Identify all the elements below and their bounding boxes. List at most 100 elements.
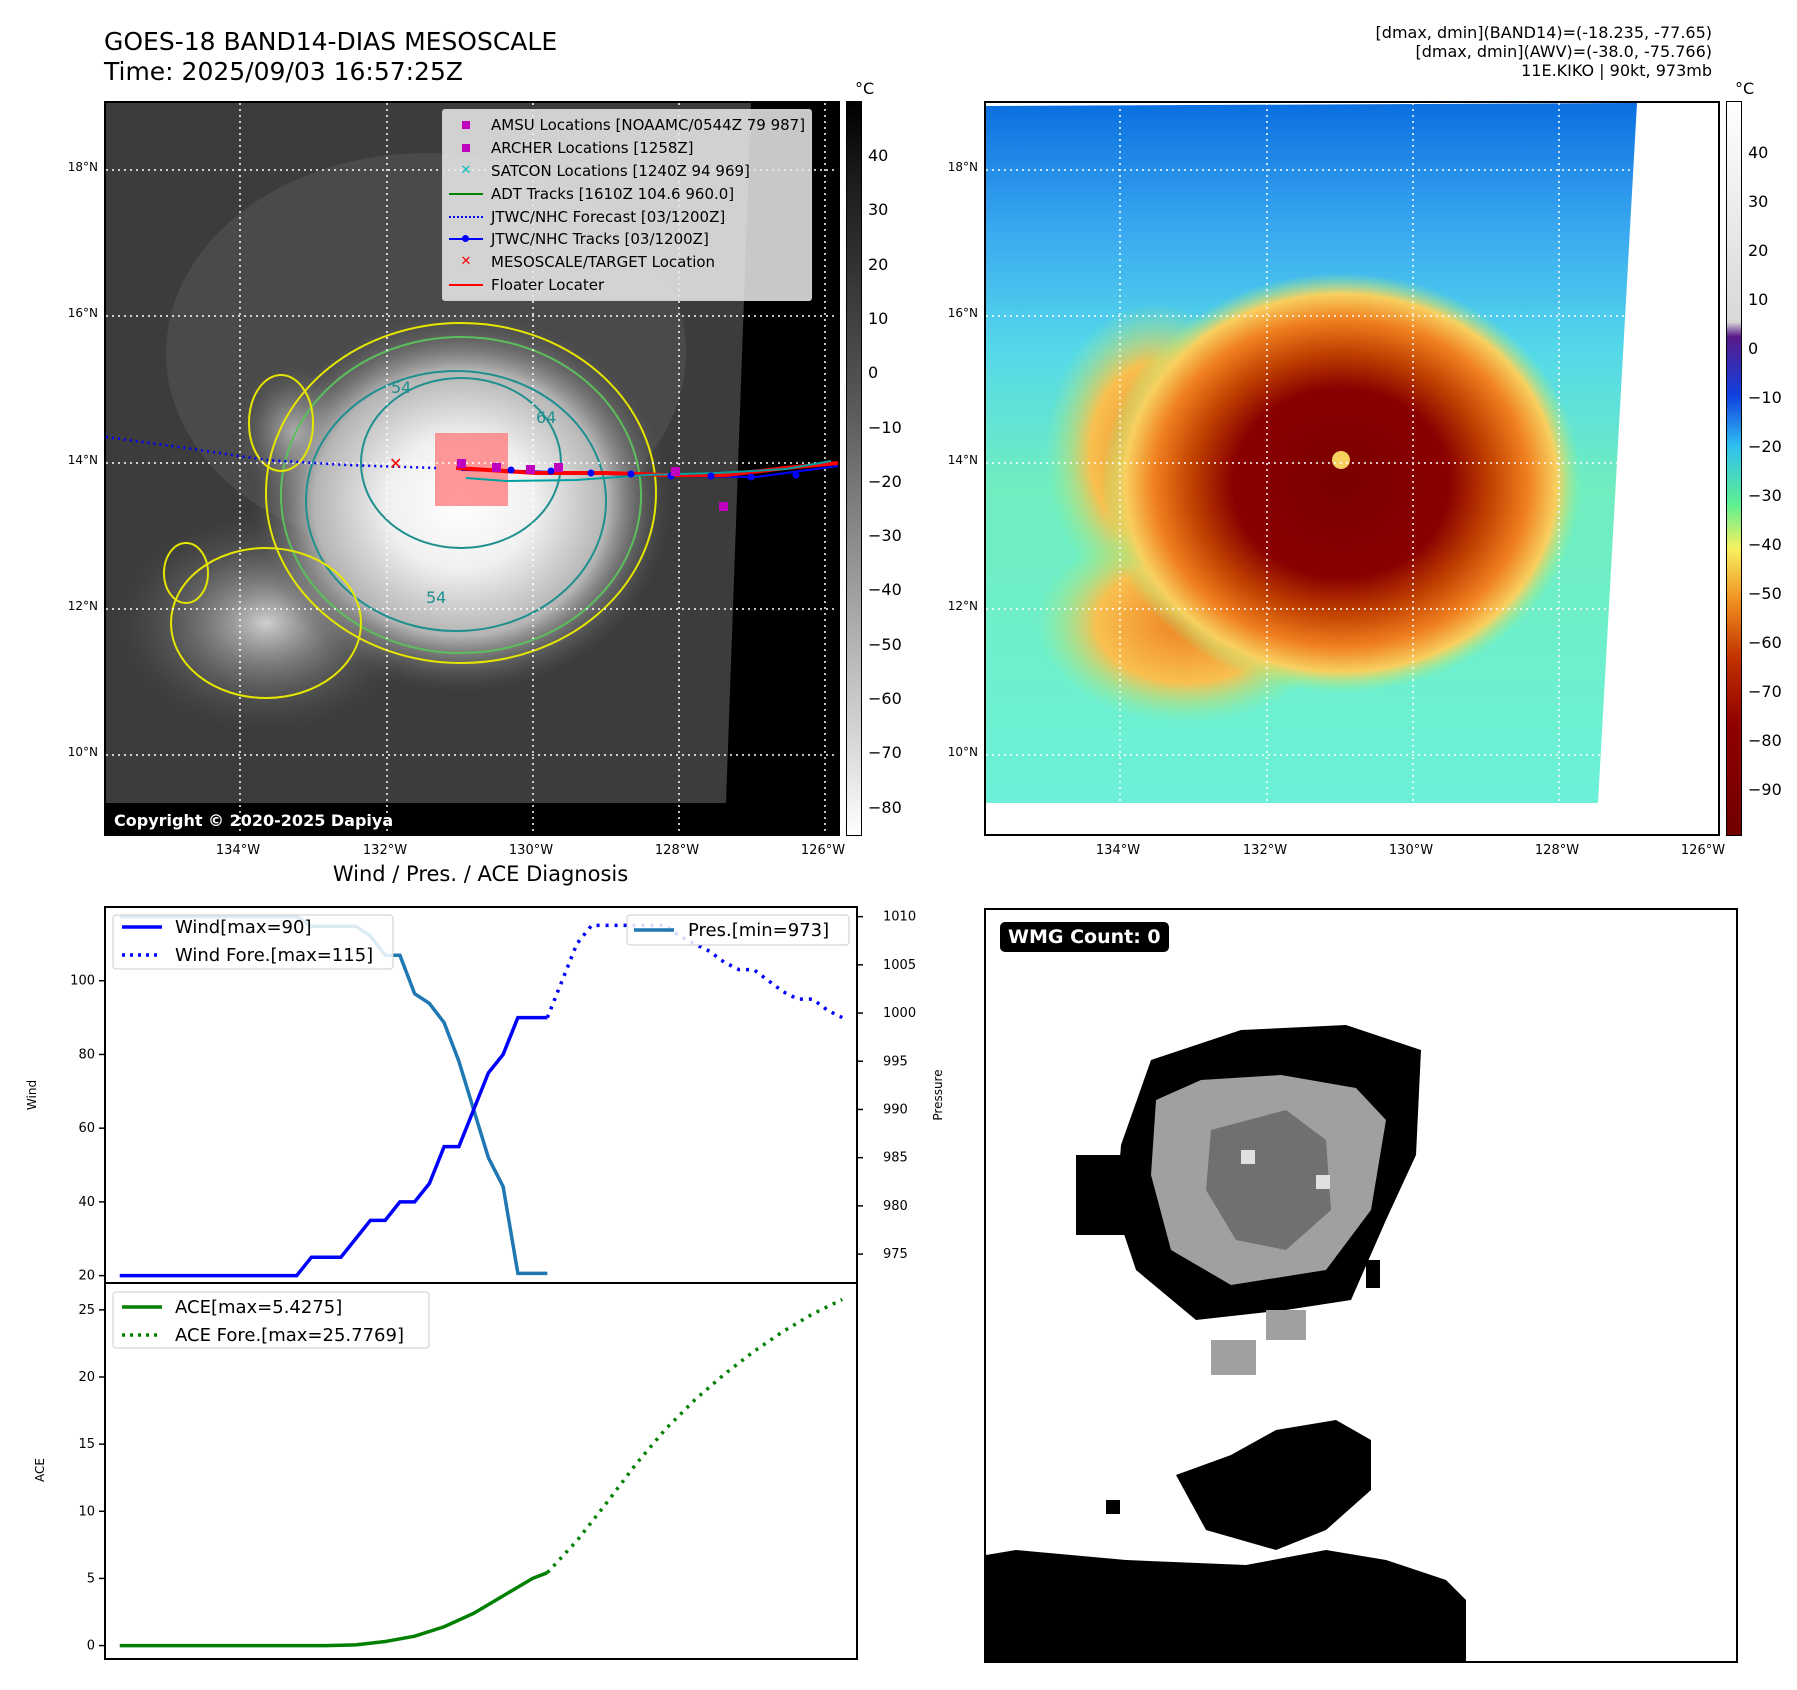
wmg-speck <box>1106 1500 1120 1514</box>
pressure-ytick-label: 980 <box>883 1199 908 1214</box>
contour-teal-outer <box>305 370 607 632</box>
info-line-2: [dmax, dmin](AWV)=(-38.0, -75.766) <box>1415 42 1712 61</box>
diagnosis-lines <box>119 914 844 1648</box>
track-point <box>707 472 715 480</box>
ace-ytick-label: 25 <box>78 1303 95 1318</box>
track-point <box>587 469 595 477</box>
amsu-marker <box>457 459 466 468</box>
lon-tick-label: 128°W <box>1534 843 1580 858</box>
ace-ytick-label: 20 <box>78 1370 95 1385</box>
storm-info: [dmax, dmin](BAND14)=(-18.235, -77.65) [… <box>1376 23 1712 80</box>
colorbar-tick-label: −40 <box>1748 535 1782 554</box>
amsu-marker <box>526 465 535 474</box>
pres-legend-label: Pres.[min=973] <box>688 920 829 941</box>
lon-tick-label: 134°W <box>215 843 261 858</box>
wind-line <box>119 1015 548 1278</box>
colorbar-tick-label: −30 <box>1748 486 1782 505</box>
ace-ytick-label: 15 <box>78 1437 95 1452</box>
color-gridlines <box>986 103 1718 834</box>
pres-legend: Pres.[min=973] <box>626 914 850 946</box>
contour-south-yellow <box>170 547 362 699</box>
amsu-marker <box>671 467 680 476</box>
track-point <box>627 470 635 478</box>
title-line-2: Time: 2025/09/03 16:57:25Z <box>104 57 463 86</box>
ir-colorbar-unit: °C <box>855 79 875 98</box>
wmg-svg <box>986 1025 1466 1661</box>
colorbar-tick-label: 30 <box>868 200 889 220</box>
colorbar-tick-label: 20 <box>1748 241 1769 260</box>
ace-axes-frame <box>104 1282 858 1660</box>
wmg-south-cloud <box>1176 1420 1371 1550</box>
legend-floater: Floater Locater <box>449 274 805 297</box>
ir-colorbar-ticks: 40 30 20 10 0 −10 −20 −30 −40 −50 −60 −70 −80 <box>868 101 918 836</box>
colorbar-tick-label: −50 <box>1748 584 1782 603</box>
colorbar-tick-label: 0 <box>1748 339 1759 358</box>
wmg-bottom-cloud <box>986 1550 1466 1661</box>
lon-tick-label: 126°W <box>1680 843 1726 858</box>
color-colorbar-unit: °C <box>1735 79 1755 98</box>
colorbar-tick-label: −80 <box>868 797 902 817</box>
lon-tick-label: 130°W <box>1388 843 1434 858</box>
lat-tick-label: 14°N <box>67 453 98 467</box>
colorbar-tick-label: −10 <box>1748 388 1782 407</box>
lon-tick-label: 132°W <box>362 843 408 858</box>
ace-legend-label: ACE[max=5.4275] <box>175 1297 342 1318</box>
lon-tick-label: 130°W <box>508 843 554 858</box>
pressure-ytick-label: 1010 <box>883 910 916 925</box>
colorbar-tick-label: −10 <box>868 417 902 437</box>
info-line-3: 11E.KIKO | 90kt, 973mb <box>1521 61 1712 80</box>
wmg-fragment <box>1266 1310 1306 1340</box>
lat-tick-label: 10°N <box>67 745 98 759</box>
target-x-marker: ✕ <box>389 454 402 473</box>
lat-tick-label: 14°N <box>947 453 978 467</box>
ace-ytick-label: 10 <box>78 1504 95 1519</box>
wmg-west-fragment <box>1076 1155 1136 1235</box>
legend-tracks: JTWC/NHC Tracks [03/1200Z] <box>449 228 805 251</box>
ace-ytick-label: 5 <box>87 1571 95 1586</box>
diagnosis-ticks: 20 40 60 80 100 975 980 985 990 995 1000 1005 1010 0 5… <box>70 910 916 1654</box>
wind-ylabel: Wind <box>25 1080 39 1110</box>
color-colorbar-ticks: 40 30 20 10 0 −10 −20 −30 −40 −50 −60 −70 −80 −90 <box>1748 101 1797 836</box>
colorbar-tick-label: 40 <box>1748 143 1769 162</box>
lat-tick-label: 10°N <box>947 745 978 759</box>
lon-tick-label: 126°W <box>800 843 846 858</box>
lat-tick-label: 18°N <box>947 160 978 174</box>
diagnosis-chart: Wind Pressure ACE 2040608010097598098599… <box>25 906 945 1660</box>
amsu-marker <box>492 463 501 472</box>
colorbar-tick-label: 20 <box>868 254 889 274</box>
contour-label-1: 54 <box>391 378 411 397</box>
pressure-ylabel: Pressure <box>931 1069 945 1120</box>
pres-legend-box <box>626 914 850 946</box>
legend-forecast: JTWC/NHC Forecast [03/1200Z] <box>449 205 805 228</box>
satcon-track <box>465 460 832 483</box>
wind-ytick-label: 60 <box>78 1121 95 1136</box>
color-map-panel <box>984 101 1720 836</box>
colorbar-tick-label: −80 <box>1748 731 1782 750</box>
figure-title: GOES-18 BAND14-DIAS MESOSCALE Time: 2025… <box>104 27 557 87</box>
lat-tick-label: 12°N <box>67 599 98 613</box>
pressure-ytick-label: 1000 <box>883 1006 916 1021</box>
diagnosis-title: Wind / Pres. / ACE Diagnosis <box>332 862 629 886</box>
wmg-cloud-inner <box>1206 1110 1331 1250</box>
color-eye <box>1332 451 1350 469</box>
title-line-1: GOES-18 BAND14-DIAS MESOSCALE <box>104 27 558 56</box>
legend-amsu: AMSU Locations [NOAAMC/0544Z 79 987] <box>449 114 805 137</box>
ir-colorbar <box>846 101 862 836</box>
color-storm-core <box>1101 273 1581 693</box>
legend-adt: ADT Tracks [1610Z 104.6 960.0] <box>449 182 805 205</box>
ir-map-panel: 54 64 54 <box>104 101 840 836</box>
contour-green <box>280 336 642 654</box>
wmg-fragment <box>1366 1260 1380 1288</box>
forecast-track <box>106 435 437 470</box>
wind-ytick-label: 40 <box>78 1195 95 1210</box>
amsu-marker <box>719 502 728 511</box>
copyright: Copyright © 2020-2025 Dapiya <box>114 811 394 830</box>
lon-tick-label: 128°W <box>654 843 700 858</box>
wmg-hot-cell <box>1241 1150 1255 1164</box>
ir-nodata-south <box>106 803 838 834</box>
wmg-panel: WMG Count: 0 <box>984 908 1738 1663</box>
track-point <box>792 471 800 479</box>
colorbar-tick-label: −70 <box>1748 682 1782 701</box>
colorbar-tick-label: −30 <box>868 526 902 546</box>
colorbar-tick-label: −60 <box>1748 633 1782 652</box>
